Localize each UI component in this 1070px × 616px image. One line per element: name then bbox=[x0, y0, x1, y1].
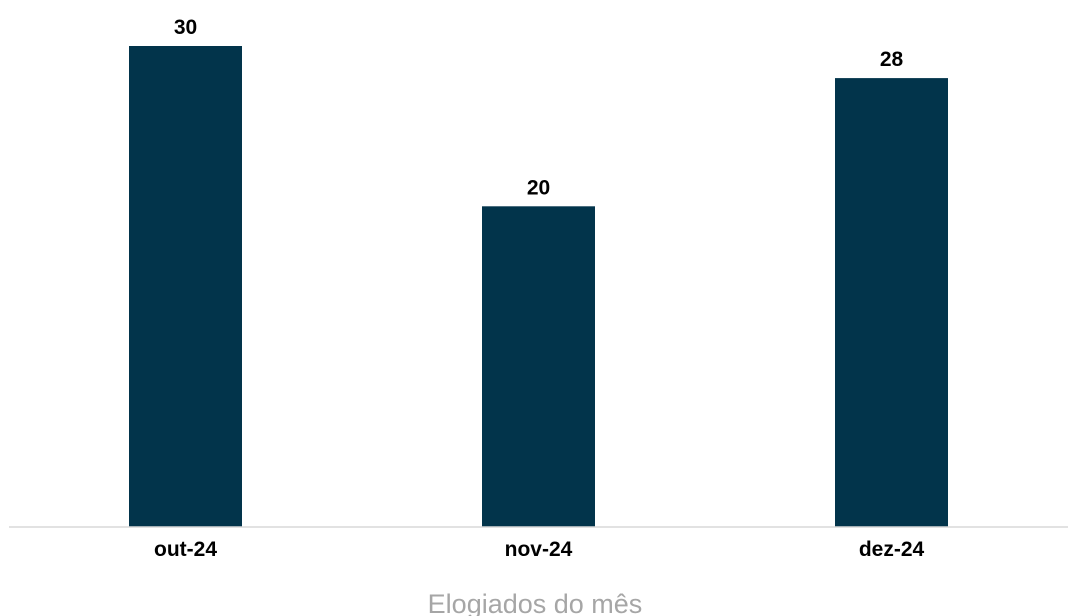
x-tick-label-dez-24: dez-24 bbox=[859, 538, 925, 561]
x-tick-labels-group: out-24 nov-24 dez-24 bbox=[154, 538, 924, 561]
value-label-out-24: 30 bbox=[174, 16, 197, 39]
x-axis-title: Elogiados do mês bbox=[428, 589, 643, 616]
x-tick-label-out-24: out-24 bbox=[154, 538, 217, 561]
value-label-nov-24: 20 bbox=[527, 176, 550, 199]
bar-out-24 bbox=[129, 46, 242, 527]
value-label-dez-24: 28 bbox=[880, 48, 904, 71]
value-labels-group: 30 20 28 bbox=[174, 16, 904, 199]
bar-dez-24 bbox=[835, 78, 948, 527]
x-tick-label-nov-24: nov-24 bbox=[505, 538, 573, 561]
bar-nov-24 bbox=[482, 206, 595, 528]
bars-group bbox=[129, 46, 948, 528]
